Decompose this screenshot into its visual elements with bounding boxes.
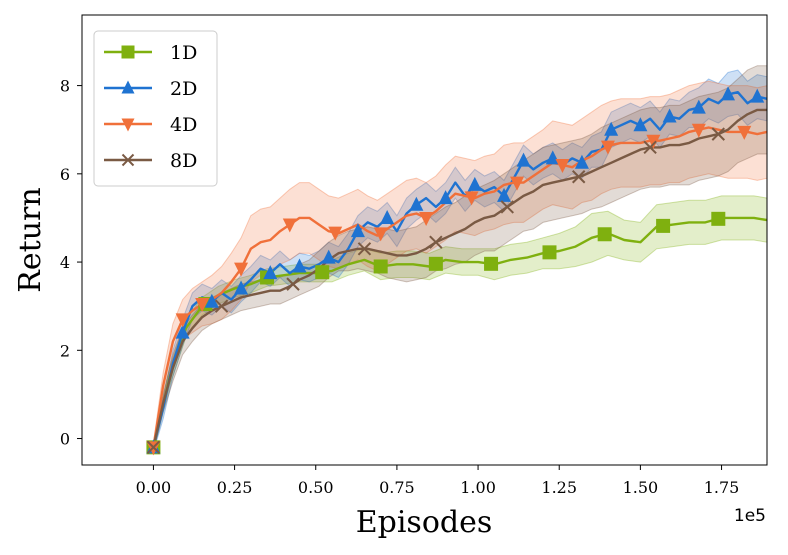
marker-8D	[429, 235, 443, 249]
legend-box	[93, 30, 218, 187]
x-axis-title: Episodes	[356, 505, 493, 540]
marker-4D	[282, 218, 297, 233]
marker-1D	[542, 245, 557, 260]
legend-marker-8D	[121, 153, 135, 167]
marker-2D	[234, 280, 249, 295]
marker-2D	[633, 117, 648, 132]
x-tick-label: 1.75	[704, 478, 740, 497]
y-axis-title: Return	[13, 187, 48, 292]
x-tick-label: 0.75	[379, 478, 415, 497]
x-tick-label: 1.50	[623, 478, 659, 497]
marker-2D	[175, 324, 190, 339]
marker-2D	[409, 196, 424, 211]
marker-1D	[315, 265, 330, 280]
marker-4D	[737, 125, 752, 140]
marker-1D	[711, 211, 726, 226]
legend-marker-1D	[121, 45, 135, 59]
legend-marker-2D	[121, 80, 135, 94]
marker-2D	[516, 152, 531, 167]
marker-8D	[643, 140, 657, 155]
y-tick-label: 2	[60, 341, 70, 360]
marker-2D	[380, 209, 395, 224]
legend-label-8D: 8D	[170, 150, 197, 172]
marker-2D	[204, 293, 219, 308]
marker-2D	[321, 249, 336, 264]
marker-2D	[438, 190, 453, 205]
marker-2D	[497, 187, 512, 202]
legend-label-1D: 1D	[170, 42, 197, 64]
marker-4D	[234, 262, 249, 277]
series-markers	[146, 86, 765, 456]
x-axis-ticks: 0.00 0.25 0.50 0.75 1.00 1.25 1.50 1.75	[136, 465, 740, 497]
y-tick-label: 6	[60, 165, 70, 184]
legend-label-2D: 2D	[170, 78, 197, 100]
marker-4D	[464, 191, 479, 206]
line-2D	[152, 90, 768, 448]
marker-2D	[604, 121, 619, 136]
marker-8D	[500, 200, 514, 214]
marker-8D	[357, 242, 372, 256]
marker-2D	[467, 176, 482, 191]
marker-4D	[555, 159, 570, 173]
marker-8D	[146, 440, 161, 455]
marker-2D	[721, 86, 736, 101]
marker-2D	[691, 99, 706, 114]
marker-4D	[600, 140, 615, 155]
marker-2D	[750, 88, 765, 103]
y-tick-label: 0	[60, 430, 70, 449]
marker-8D	[711, 127, 726, 141]
marker-2D	[350, 223, 365, 238]
line-4D	[152, 126, 768, 448]
x-offset-label: 1e5	[734, 506, 766, 526]
marker-1D	[484, 256, 499, 271]
marker-4D	[328, 226, 343, 241]
x-tick-label: 0.50	[298, 478, 334, 497]
y-axis-ticks: 0 2 4 6 8	[60, 77, 82, 449]
marker-1D	[373, 259, 388, 274]
marker-2D	[574, 154, 589, 169]
marker-4D	[195, 297, 210, 312]
marker-2D	[545, 150, 560, 165]
legend-label-4D: 4D	[170, 114, 197, 136]
marker-4D	[373, 227, 388, 242]
legend-marker-4D	[121, 118, 135, 132]
marker-2D	[263, 265, 278, 280]
marker-4D	[510, 176, 525, 191]
marker-2D	[662, 108, 677, 123]
marker-1D	[428, 256, 443, 271]
marker-8D	[214, 299, 229, 313]
marker-4D	[646, 134, 661, 149]
line-8D	[152, 108, 767, 448]
marker-4D	[175, 313, 190, 328]
legend: 1D 2D 4D 8D	[93, 30, 218, 187]
x-tick-label: 1.00	[460, 478, 496, 497]
x-tick-label: 0.00	[136, 478, 172, 497]
x-tick-label: 1.25	[541, 478, 577, 497]
marker-4D	[419, 211, 434, 226]
marker-2D	[292, 258, 307, 273]
marker-1D	[597, 227, 612, 242]
marker-4D	[691, 123, 706, 138]
y-tick-label: 8	[60, 77, 70, 96]
marker-1D	[656, 218, 671, 233]
x-tick-label: 0.25	[217, 478, 253, 497]
plot-frame	[81, 14, 768, 466]
marker-8D	[286, 277, 300, 291]
y-tick-label: 4	[60, 253, 70, 272]
marker-8D	[571, 170, 586, 184]
